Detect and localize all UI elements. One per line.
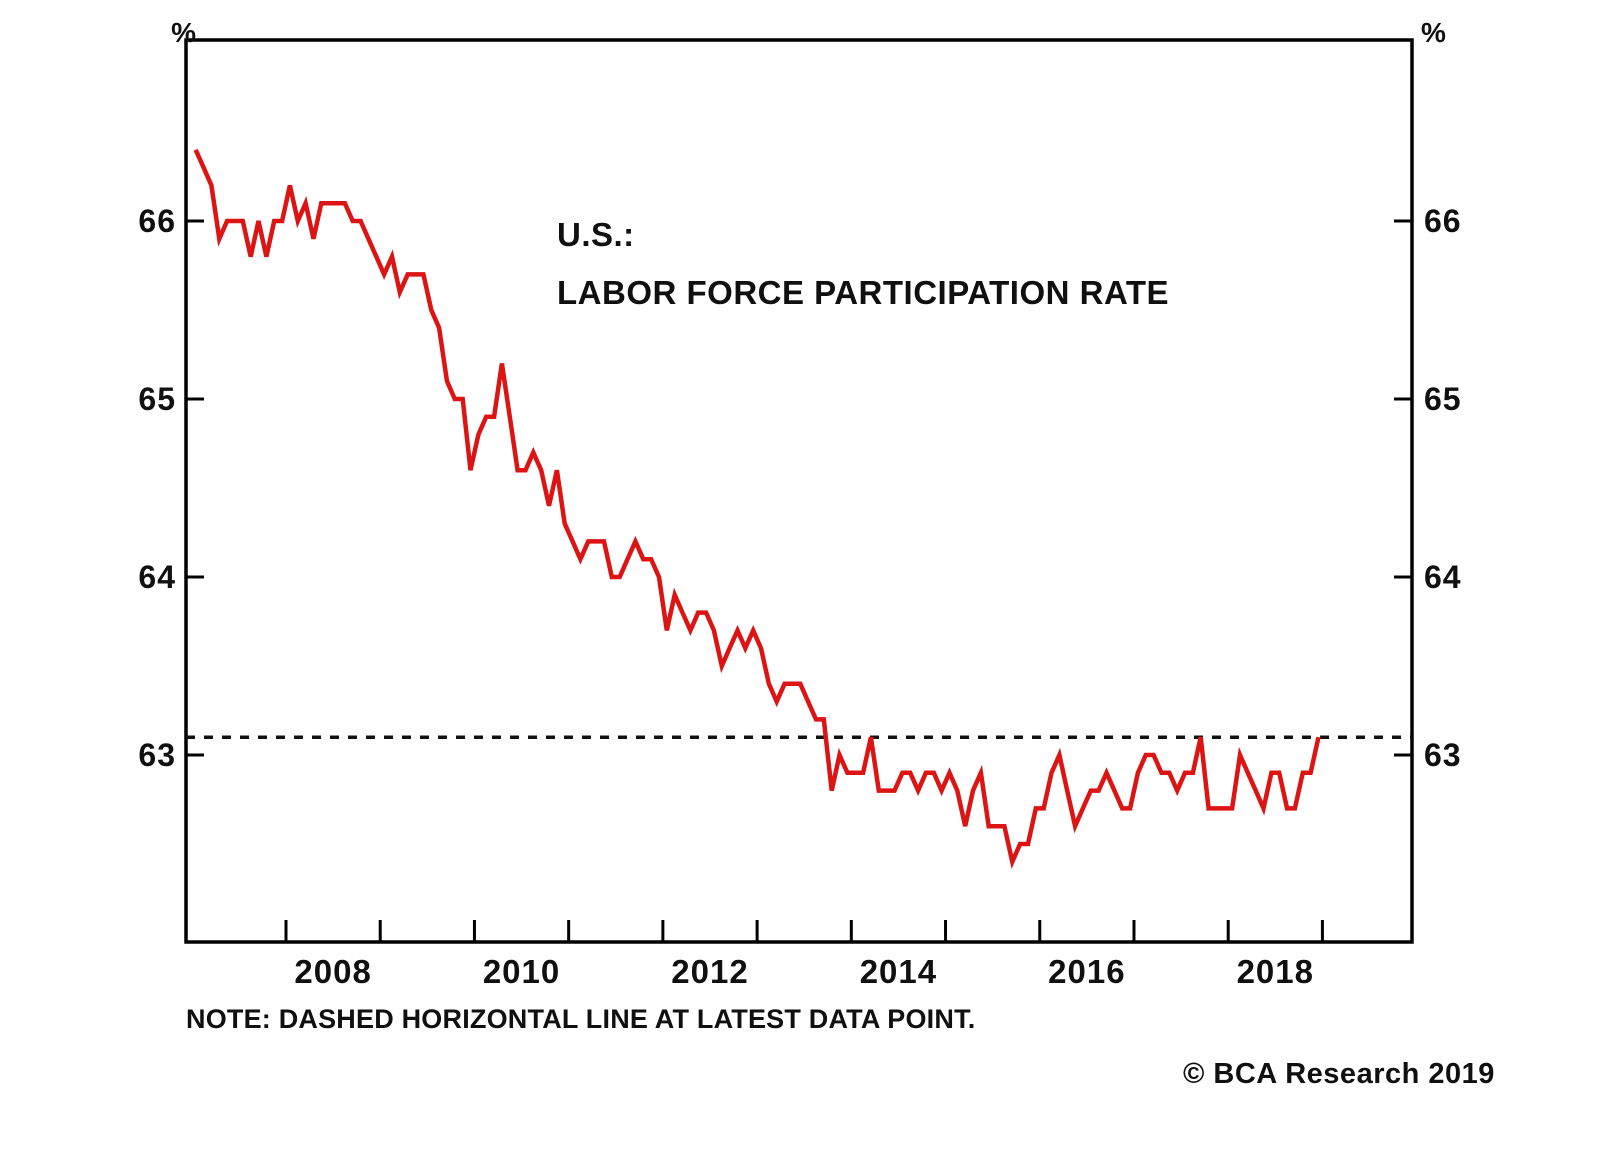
chart-title-line1: U.S.: [557,216,635,253]
x-axis-label: 2018 [1236,953,1314,990]
chart-title: U.S.: LABOR FORCE PARTICIPATION RATE [557,206,1169,322]
y-axis-unit-right: % [1421,17,1446,48]
y-axis-label-left: 66 [138,203,176,239]
y-axis-label-right: 66 [1424,203,1462,239]
x-axis-label: 2008 [294,953,372,990]
y-axis-ticks [186,219,1412,757]
x-axis-label: 2014 [859,953,938,990]
copyright-text: © BCA Research 2019 [1183,1058,1495,1090]
y-axis-label-left: 65 [138,381,176,417]
x-axis-label: 2016 [1048,953,1126,990]
y-axis-unit-left: % [171,17,196,48]
y-axis-label-left: 63 [138,737,176,773]
y-axis-label-right: 63 [1424,737,1462,773]
y-axis-label-left: 64 [138,559,176,595]
y-axis-label-right: 65 [1424,381,1462,417]
lfpr-series-line [193,148,1321,870]
chart-note: NOTE: DASHED HORIZONTAL LINE AT LATEST D… [186,1004,976,1034]
chart-title-line2: LABOR FORCE PARTICIPATION RATE [557,274,1170,311]
plot-frame [184,38,1414,944]
x-axis-label: 2010 [482,953,561,990]
y-axis-label-right: 64 [1424,559,1462,595]
x-axis-ticks [284,920,1324,942]
x-axis-label: 2012 [671,953,749,990]
